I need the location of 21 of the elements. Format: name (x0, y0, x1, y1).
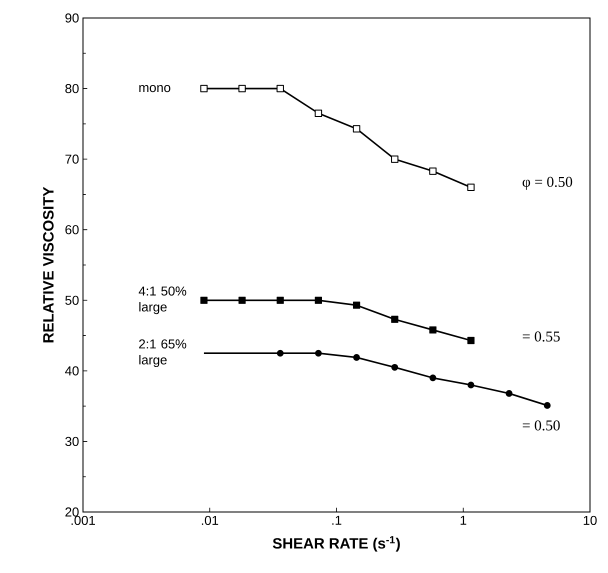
y-tick-label: 30 (65, 436, 79, 446)
annotation: = 0.50 (522, 420, 560, 431)
y-tick-label: 20 (65, 507, 79, 517)
x-tick-label: 10 (584, 516, 597, 525)
y-tick-label: 50 (65, 296, 79, 305)
annotation: φ = 0.50 (522, 176, 572, 190)
x-tick-label: .1 (332, 516, 342, 525)
text: mono (139, 85, 170, 92)
x-tick-label: 1 (460, 516, 466, 525)
y-tick-label: 40 (65, 366, 79, 376)
y-tick-label: 70 (65, 154, 79, 164)
annotation: = 0.55 (522, 331, 560, 342)
y-tick-label: 80 (65, 84, 79, 94)
y-tick-label: 60 (65, 225, 79, 234)
series-label: 2:1 65% large (139, 339, 186, 368)
x-tick-label: .01 (202, 516, 218, 525)
x-tick-label: .001 (72, 516, 95, 525)
y-axis-title: RELATIVE VISCOSITY (43, 186, 54, 342)
series-label: 4:1 50% large (138, 286, 186, 314)
y-tick-label: 90 (65, 13, 79, 23)
x-axis-title: SHEAR RATE (s$^{-1}$) (272, 536, 400, 552)
